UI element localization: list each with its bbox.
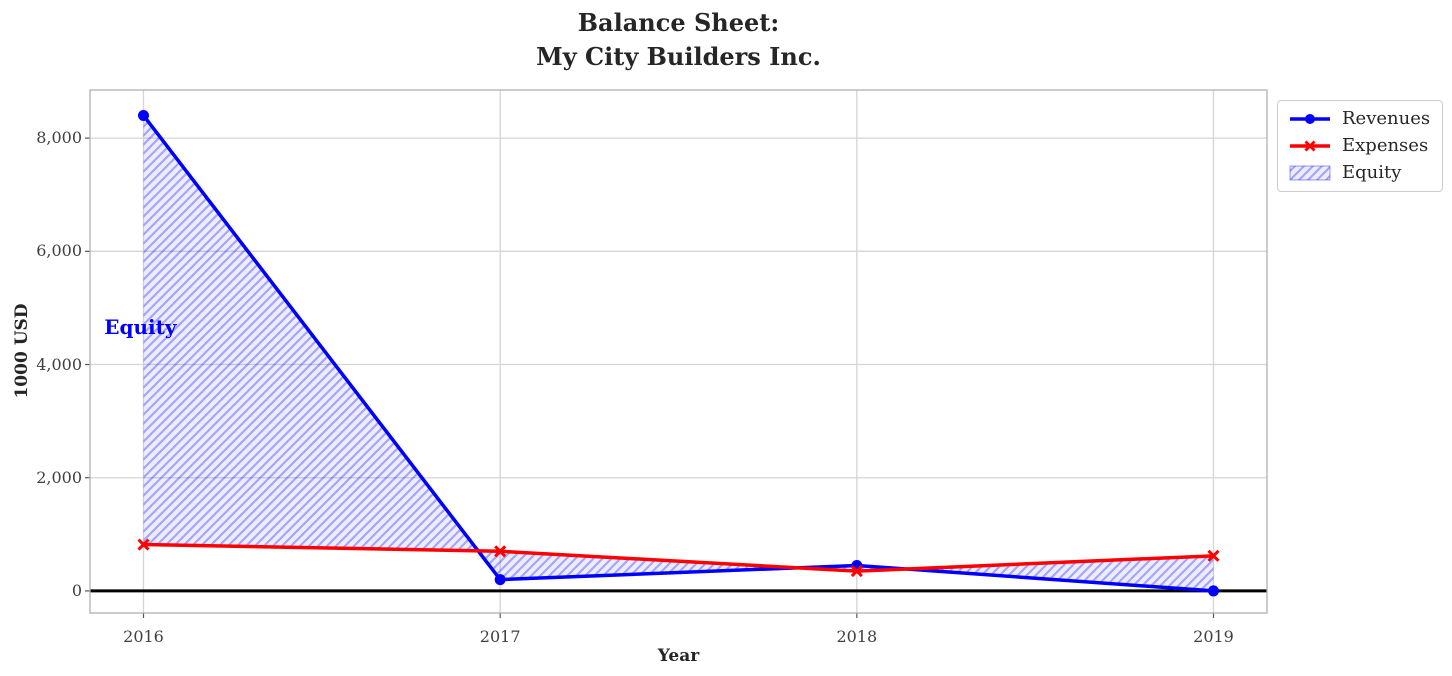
equity-annotation: Equity [104,314,177,339]
chart-title-line2: My City Builders Inc. [536,42,821,72]
y-tick-label: 2,000 [36,467,82,487]
revenues-line-marker-icon [1290,114,1330,124]
y-axis-label: 1000 USD [12,303,32,399]
y-tick-label: 4,000 [36,354,82,374]
legend-item-revenues: Revenues [1288,109,1430,129]
x-tick-label: 2016 [123,627,164,646]
legend: Revenues Expenses Equity [1277,100,1444,192]
expenses-line-marker-icon [1290,140,1330,152]
equity-hatch-patch-icon [1289,165,1331,181]
chart-title: Balance Sheet: My City Builders Inc. [90,6,1267,74]
x-axis-label: Year [657,646,700,666]
x-tick-label: 2018 [836,627,878,646]
y-tick-label: 6,000 [36,241,82,261]
legend-label-expenses: Expenses [1342,135,1429,156]
y-tick-label: 8,000 [36,128,82,148]
x-tick-label: 2019 [1193,627,1234,646]
chart-title-line1: Balance Sheet: [577,8,780,37]
legend-label-equity: Equity [1342,162,1402,183]
legend-label-revenues: Revenues [1342,108,1431,129]
legend-item-expenses: Expenses [1288,136,1430,156]
x-tick-label: 2017 [479,627,521,646]
y-tick-label: 0 [71,580,82,600]
legend-item-equity: Equity [1288,163,1430,183]
plot-area [85,89,1268,618]
